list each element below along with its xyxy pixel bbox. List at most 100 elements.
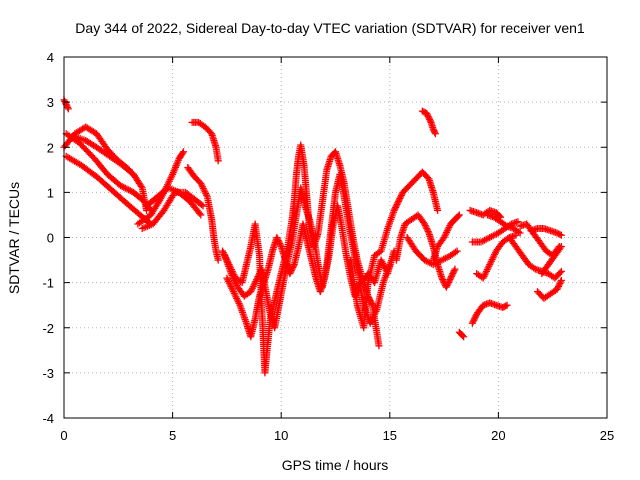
data-point xyxy=(214,157,222,165)
data-point xyxy=(514,218,522,226)
data-point xyxy=(64,105,72,113)
data-point xyxy=(61,97,69,105)
data-point xyxy=(557,243,565,251)
data-point xyxy=(196,209,204,217)
data-point xyxy=(137,182,145,190)
data-point xyxy=(553,285,561,293)
track-5 xyxy=(60,96,72,113)
x-tick-label: 25 xyxy=(600,428,614,443)
data-point xyxy=(392,202,400,210)
data-point xyxy=(253,274,261,282)
data-point xyxy=(430,127,438,135)
data-point xyxy=(449,270,457,278)
data-point xyxy=(451,265,459,273)
data-point xyxy=(453,247,461,255)
data-point xyxy=(448,271,456,279)
data-point xyxy=(468,319,476,327)
data-point xyxy=(199,202,207,210)
y-tick-label: -1 xyxy=(42,276,54,291)
y-tick-label: -2 xyxy=(42,321,54,336)
track-18 xyxy=(429,211,463,264)
data-point xyxy=(557,278,565,286)
data-point xyxy=(425,114,433,122)
y-tick-label: 4 xyxy=(47,50,54,65)
track-19 xyxy=(455,328,468,341)
data-point xyxy=(459,332,467,340)
data-point xyxy=(447,274,455,282)
data-point xyxy=(557,231,565,239)
data-point xyxy=(288,265,296,273)
grid-lines xyxy=(64,57,607,418)
data-points xyxy=(60,96,565,377)
data-point xyxy=(179,148,187,156)
data-point xyxy=(287,267,295,275)
data-point xyxy=(274,235,282,243)
track-28 xyxy=(533,276,565,302)
data-point xyxy=(450,267,458,275)
y-tick-label: 0 xyxy=(47,231,54,246)
data-point xyxy=(455,211,463,219)
y-tick-label: 3 xyxy=(47,95,54,110)
track-10 xyxy=(188,118,222,165)
data-point xyxy=(273,234,281,241)
data-point xyxy=(443,282,451,290)
data-point xyxy=(444,279,452,287)
data-point xyxy=(470,316,478,324)
data-point xyxy=(423,226,431,234)
data-point xyxy=(503,301,511,309)
data-point xyxy=(431,130,439,138)
track-4 xyxy=(69,132,151,214)
data-point xyxy=(444,280,452,288)
track-24 xyxy=(484,211,524,237)
data-point xyxy=(375,342,383,350)
data-point xyxy=(397,191,405,199)
data-point xyxy=(554,282,562,290)
data-point xyxy=(274,237,282,245)
x-tick-label: 0 xyxy=(60,428,67,443)
data-point xyxy=(447,273,455,281)
data-point xyxy=(423,111,431,119)
data-point xyxy=(471,315,479,323)
data-point xyxy=(424,112,432,120)
data-point xyxy=(423,109,431,117)
track-27 xyxy=(516,220,563,260)
data-point xyxy=(395,196,403,204)
data-point xyxy=(555,281,563,289)
track-16 xyxy=(403,234,461,269)
data-point xyxy=(421,220,429,228)
data-point xyxy=(554,284,562,292)
data-point xyxy=(287,268,295,276)
data-point xyxy=(61,99,69,107)
data-point xyxy=(421,221,429,229)
chart-title: Day 344 of 2022, Sidereal Day-to-day VTE… xyxy=(75,20,585,36)
x-tick-label: 15 xyxy=(383,428,397,443)
data-point xyxy=(390,206,398,214)
y-tick-label: 2 xyxy=(47,140,54,155)
data-point xyxy=(397,193,405,201)
data-point xyxy=(445,277,453,285)
data-point xyxy=(452,248,460,256)
data-point xyxy=(450,268,458,276)
data-point xyxy=(439,276,447,284)
data-point xyxy=(446,276,454,284)
data-point xyxy=(429,125,437,133)
data-point xyxy=(460,333,468,341)
data-point xyxy=(394,199,402,207)
track-17 xyxy=(418,107,439,138)
data-point xyxy=(422,223,430,231)
data-point xyxy=(391,205,399,213)
data-point xyxy=(442,283,450,291)
data-point xyxy=(386,261,394,269)
track-29 xyxy=(538,243,565,278)
y-tick-label: -4 xyxy=(42,411,54,426)
data-point xyxy=(438,274,446,282)
data-point xyxy=(469,318,477,326)
data-point xyxy=(197,211,205,219)
data-point xyxy=(396,194,404,202)
data-point xyxy=(198,201,206,209)
data-point xyxy=(63,102,71,110)
track-13 xyxy=(223,202,394,341)
data-point xyxy=(276,240,284,248)
data-point xyxy=(502,302,510,310)
